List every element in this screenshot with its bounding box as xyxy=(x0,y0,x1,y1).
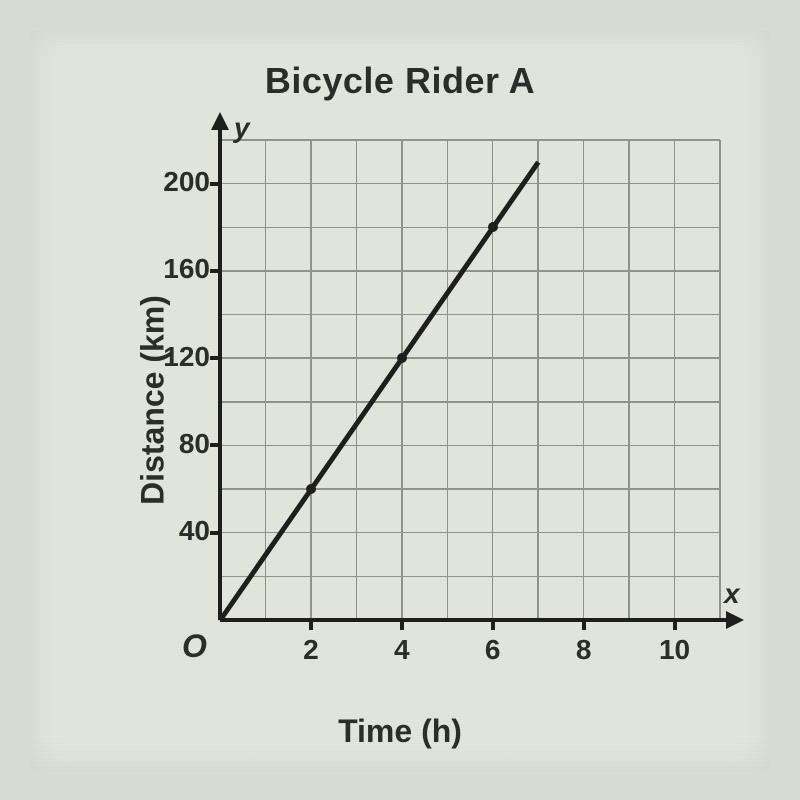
x-tick xyxy=(309,620,313,630)
x-axis-label: Time (h) xyxy=(30,713,770,750)
x-tick-label: 2 xyxy=(281,634,341,666)
grid-line-vertical xyxy=(447,140,449,620)
page-background: Bicycle Rider A Distance (km) Time (h) 2… xyxy=(0,0,800,800)
grid-line-horizontal xyxy=(220,139,720,141)
x-tick-label: 10 xyxy=(645,634,705,666)
y-axis-label: Distance (km) xyxy=(134,295,171,505)
grid-line-horizontal xyxy=(220,314,720,316)
y-tick-label: 200 xyxy=(130,166,210,198)
chart-title: Bicycle Rider A xyxy=(30,60,770,102)
x-tick-label: 8 xyxy=(554,634,614,666)
origin-label: O xyxy=(182,628,207,665)
y-tick-label: 160 xyxy=(130,253,210,285)
x-tick xyxy=(491,620,495,630)
y-axis-letter: y xyxy=(234,112,250,144)
plot-area: 2468104080120160200Oyx xyxy=(220,140,720,620)
y-tick xyxy=(210,269,220,273)
x-tick xyxy=(673,620,677,630)
y-tick xyxy=(210,356,220,360)
data-point xyxy=(488,222,498,232)
grid-line-vertical xyxy=(310,140,312,620)
grid-line-horizontal xyxy=(220,488,720,490)
data-point xyxy=(397,353,407,363)
grid-line-horizontal xyxy=(220,270,720,272)
grid-line-vertical xyxy=(674,140,676,620)
y-tick xyxy=(210,182,220,186)
x-tick xyxy=(400,620,404,630)
grid-line-horizontal xyxy=(220,445,720,447)
grid-line-horizontal xyxy=(220,183,720,185)
y-tick-label: 40 xyxy=(130,515,210,547)
x-axis xyxy=(220,618,738,622)
grid-line-horizontal xyxy=(220,357,720,359)
grid-line-horizontal xyxy=(220,532,720,534)
axis-arrowhead xyxy=(211,112,235,136)
grid-line-vertical xyxy=(401,140,403,620)
x-axis-letter: x xyxy=(724,578,740,610)
grid-line-vertical xyxy=(356,140,358,620)
y-tick xyxy=(210,443,220,447)
y-axis xyxy=(218,122,222,620)
x-tick-label: 6 xyxy=(463,634,523,666)
x-tick xyxy=(582,620,586,630)
y-tick-label: 120 xyxy=(130,341,210,373)
grid-line-horizontal xyxy=(220,576,720,578)
grid-line-horizontal xyxy=(220,227,720,229)
axis-arrowhead xyxy=(726,611,750,635)
grid-line-vertical xyxy=(537,140,539,620)
grid-line-vertical xyxy=(628,140,630,620)
grid-line-horizontal xyxy=(220,401,720,403)
grid-line-vertical xyxy=(492,140,494,620)
x-tick-label: 4 xyxy=(372,634,432,666)
grid-line-vertical xyxy=(719,140,721,620)
y-tick xyxy=(210,531,220,535)
grid-line-vertical xyxy=(583,140,585,620)
y-tick-label: 80 xyxy=(130,428,210,460)
data-point xyxy=(306,484,316,494)
chart-panel: Bicycle Rider A Distance (km) Time (h) 2… xyxy=(30,30,770,770)
